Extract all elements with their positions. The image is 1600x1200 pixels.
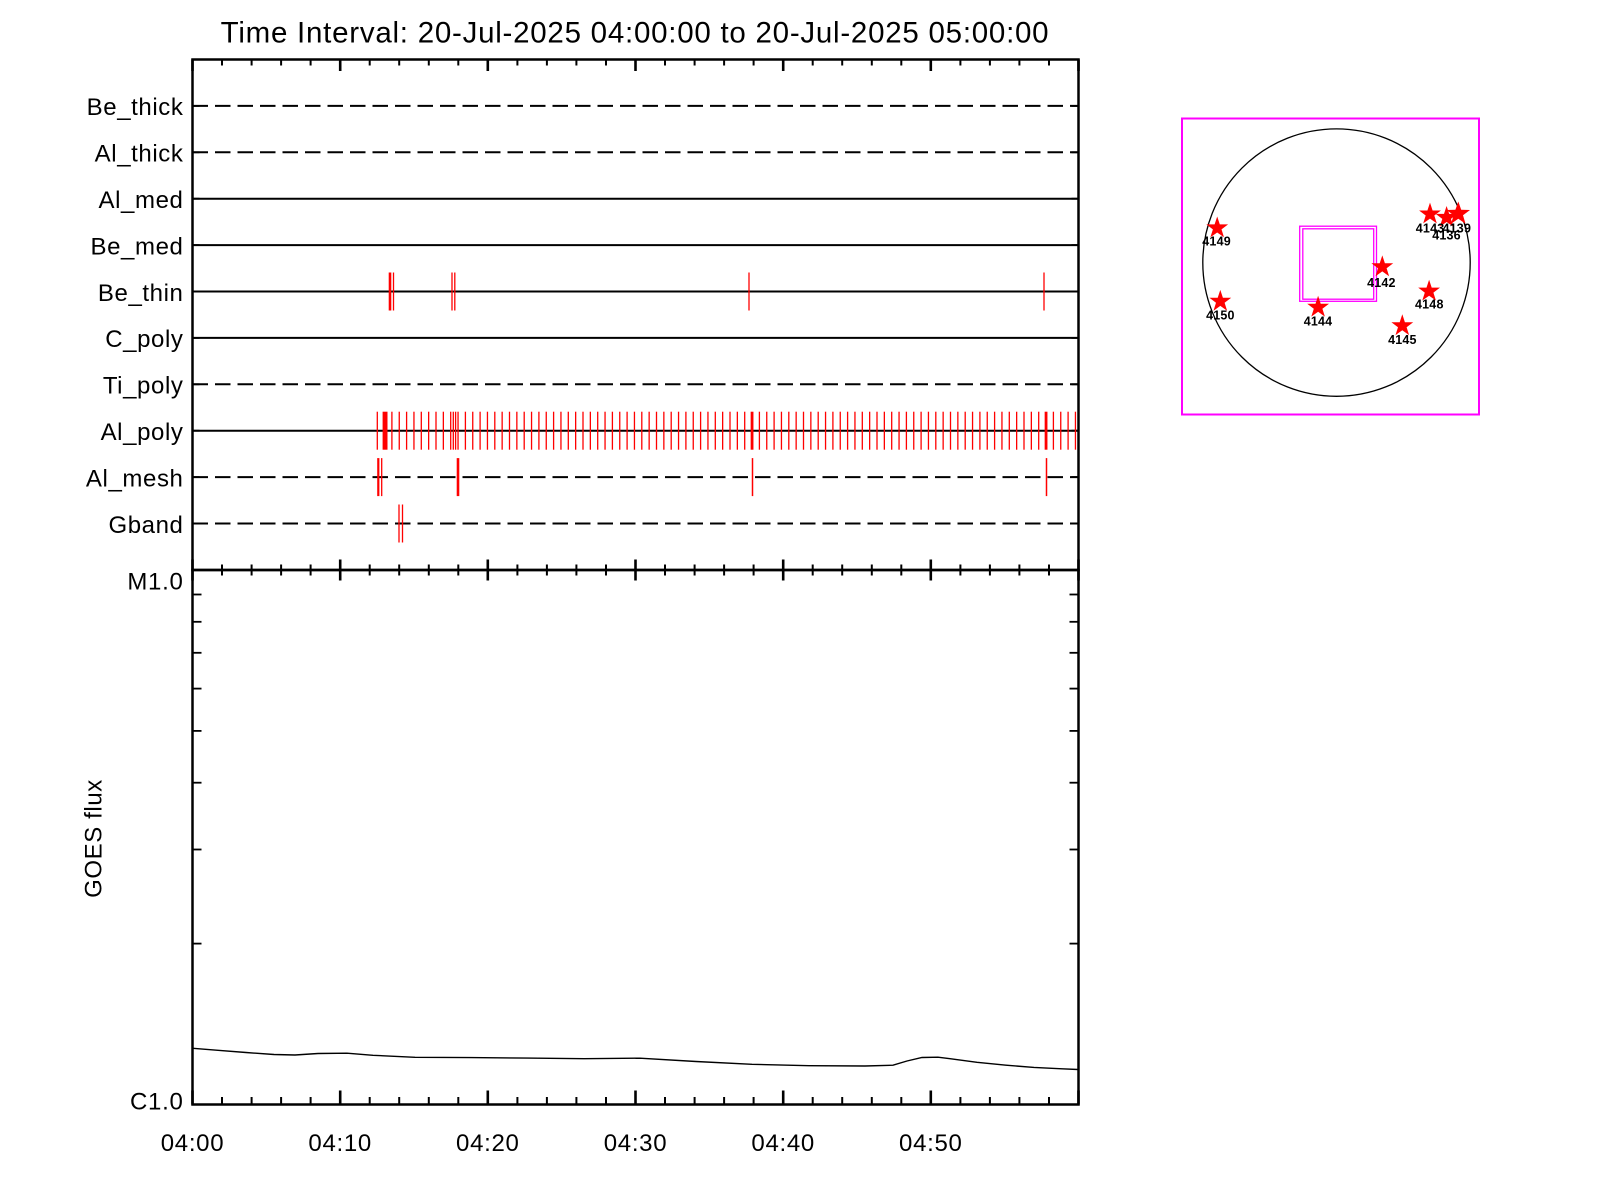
svg-text:4136: 4136 bbox=[1432, 228, 1461, 242]
svg-text:4144: 4144 bbox=[1304, 315, 1333, 329]
svg-text:Al_poly: Al_poly bbox=[101, 419, 184, 446]
svg-text:GOES flux: GOES flux bbox=[81, 779, 108, 898]
svg-text:04:10: 04:10 bbox=[308, 1130, 372, 1157]
svg-text:Al_med: Al_med bbox=[99, 187, 184, 214]
svg-text:04:50: 04:50 bbox=[899, 1130, 963, 1157]
svg-text:4145: 4145 bbox=[1388, 333, 1417, 347]
svg-text:Time Interval: 20-Jul-2025 04:: Time Interval: 20-Jul-2025 04:00:00 to 2… bbox=[221, 17, 1050, 50]
svg-text:Be_med: Be_med bbox=[91, 233, 184, 260]
svg-text:4143: 4143 bbox=[1416, 221, 1445, 235]
svg-text:04:00: 04:00 bbox=[161, 1130, 225, 1157]
svg-text:Gband: Gband bbox=[108, 512, 183, 539]
svg-text:Al_thick: Al_thick bbox=[95, 141, 184, 168]
svg-text:04:40: 04:40 bbox=[751, 1130, 815, 1157]
svg-text:04:20: 04:20 bbox=[456, 1130, 520, 1157]
svg-text:Be_thick: Be_thick bbox=[87, 94, 184, 121]
svg-text:4142: 4142 bbox=[1367, 276, 1396, 290]
svg-text:4148: 4148 bbox=[1415, 298, 1444, 312]
svg-text:Be_thin: Be_thin bbox=[98, 280, 184, 307]
svg-text:4139: 4139 bbox=[1442, 221, 1471, 235]
svg-text:Al_mesh: Al_mesh bbox=[86, 465, 184, 492]
svg-text:04:30: 04:30 bbox=[604, 1130, 668, 1157]
svg-text:4149: 4149 bbox=[1202, 235, 1231, 249]
svg-text:Ti_poly: Ti_poly bbox=[103, 373, 184, 400]
svg-text:C_poly: C_poly bbox=[105, 326, 183, 353]
svg-text:M1.0: M1.0 bbox=[127, 569, 183, 596]
svg-text:4150: 4150 bbox=[1206, 309, 1235, 323]
svg-text:C1.0: C1.0 bbox=[130, 1089, 184, 1116]
